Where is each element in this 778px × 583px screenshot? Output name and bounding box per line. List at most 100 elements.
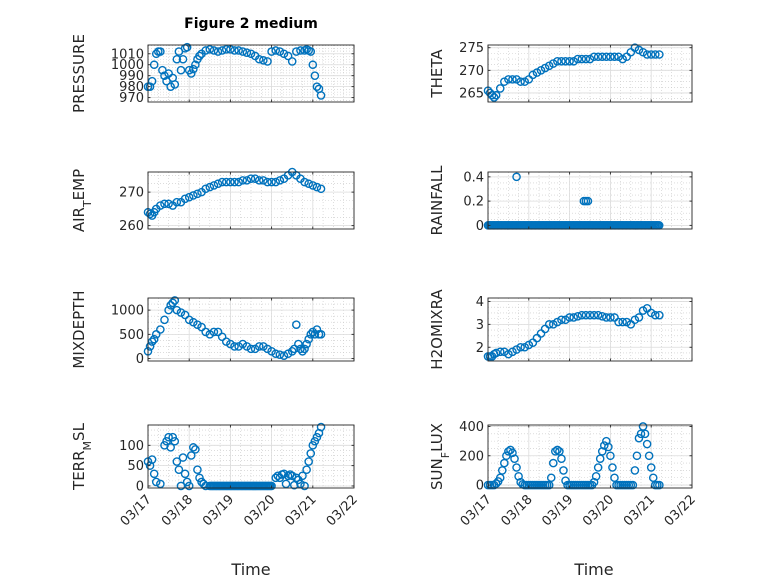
data-point bbox=[250, 174, 260, 184]
data-point bbox=[308, 181, 318, 190]
data-point bbox=[642, 50, 652, 59]
data-point bbox=[312, 82, 322, 91]
data-point bbox=[289, 344, 299, 354]
y-tick-label: 265 bbox=[459, 86, 484, 101]
data-point bbox=[259, 176, 268, 185]
subplot-4: 0 0.2 0.4 RAINFALL bbox=[428, 165, 693, 236]
y-axis-label: RAINFALL bbox=[428, 165, 446, 236]
data-point bbox=[186, 69, 196, 78]
data-point bbox=[516, 342, 525, 352]
data-point bbox=[191, 445, 200, 454]
data-point bbox=[230, 46, 239, 55]
y-tick-label: 400 bbox=[459, 420, 484, 435]
major-grid bbox=[147, 298, 355, 361]
axes-box bbox=[147, 44, 355, 103]
data-point bbox=[557, 315, 566, 325]
data-point bbox=[292, 320, 301, 329]
data-point bbox=[189, 443, 198, 452]
data-point bbox=[597, 447, 607, 456]
data-point bbox=[205, 45, 215, 54]
data-point bbox=[283, 51, 293, 61]
data-point bbox=[275, 350, 285, 360]
data-point bbox=[246, 174, 256, 184]
data-point bbox=[213, 327, 223, 337]
data-point bbox=[164, 199, 173, 209]
data-point bbox=[209, 327, 219, 337]
data-point bbox=[271, 177, 281, 187]
data-point bbox=[191, 60, 200, 70]
data-point bbox=[170, 436, 180, 446]
data-point bbox=[182, 42, 192, 52]
data-point bbox=[176, 481, 186, 491]
data-point bbox=[296, 344, 305, 354]
data-point bbox=[569, 313, 578, 322]
data-point bbox=[614, 317, 623, 327]
data-point bbox=[166, 443, 175, 452]
data-point bbox=[573, 54, 583, 64]
y-axis-label: H2OMIXRA bbox=[428, 289, 446, 370]
data-point bbox=[589, 52, 599, 62]
data-point bbox=[491, 90, 501, 100]
data-point bbox=[602, 436, 611, 446]
data-point bbox=[149, 469, 159, 479]
data-point bbox=[182, 477, 192, 487]
data-point bbox=[591, 471, 601, 481]
data-point bbox=[573, 312, 583, 321]
data-point bbox=[514, 471, 523, 481]
y-tick-label: 1000 bbox=[111, 304, 144, 319]
data-point bbox=[593, 310, 603, 320]
data-point bbox=[263, 57, 272, 66]
data-point bbox=[655, 480, 664, 490]
data-point bbox=[489, 93, 499, 102]
y-tick-label: 970 bbox=[119, 91, 144, 106]
data-point bbox=[589, 477, 599, 487]
data-point bbox=[585, 310, 595, 320]
data-point bbox=[298, 347, 307, 356]
y-tick-label: 270 bbox=[459, 64, 484, 79]
data-point bbox=[593, 463, 603, 472]
data-point bbox=[565, 56, 574, 66]
data-point bbox=[275, 47, 285, 56]
data-point bbox=[147, 455, 157, 464]
data-point bbox=[306, 47, 316, 56]
subplot-3: 260 270 AIRTEMP bbox=[70, 167, 355, 234]
y-tick-label: 1010 bbox=[111, 47, 144, 62]
y-tick-label: 1000 bbox=[111, 58, 144, 73]
axes-box bbox=[147, 297, 355, 362]
data-point bbox=[189, 191, 198, 200]
data-point bbox=[275, 176, 285, 185]
data-point bbox=[632, 451, 642, 461]
data-point bbox=[166, 300, 175, 310]
data-point bbox=[195, 51, 204, 61]
data-point bbox=[254, 176, 264, 185]
data-point bbox=[160, 71, 169, 80]
data-point bbox=[160, 199, 169, 209]
data-point bbox=[221, 45, 231, 54]
data-point bbox=[316, 330, 326, 339]
data-point bbox=[156, 325, 165, 334]
y-tick-label: 0 bbox=[476, 219, 484, 234]
data-point bbox=[504, 447, 513, 456]
data-point bbox=[226, 177, 235, 187]
subplot-2: 265 270 275 THETA bbox=[428, 41, 693, 103]
data-point bbox=[234, 46, 243, 55]
data-point bbox=[646, 463, 656, 472]
data-point bbox=[151, 477, 161, 487]
data-point bbox=[267, 481, 276, 491]
data-point bbox=[178, 54, 188, 64]
data-point bbox=[312, 325, 322, 334]
data-point bbox=[577, 54, 587, 64]
data-point bbox=[606, 313, 615, 322]
x-axis-label-right: Time bbox=[573, 560, 613, 579]
data-point bbox=[650, 310, 660, 320]
data-point bbox=[304, 457, 313, 466]
data-point bbox=[145, 342, 155, 351]
axes-box bbox=[487, 171, 693, 230]
data-point bbox=[180, 469, 190, 479]
y-axis-label: MIXDEPTH bbox=[70, 290, 88, 368]
figure-title: Figure 2 medium bbox=[184, 16, 318, 32]
data-series bbox=[143, 422, 326, 491]
y-axis-label: PRESSURE bbox=[70, 34, 88, 113]
x-axis-label-left: Time bbox=[230, 560, 270, 579]
data-point bbox=[174, 465, 184, 475]
